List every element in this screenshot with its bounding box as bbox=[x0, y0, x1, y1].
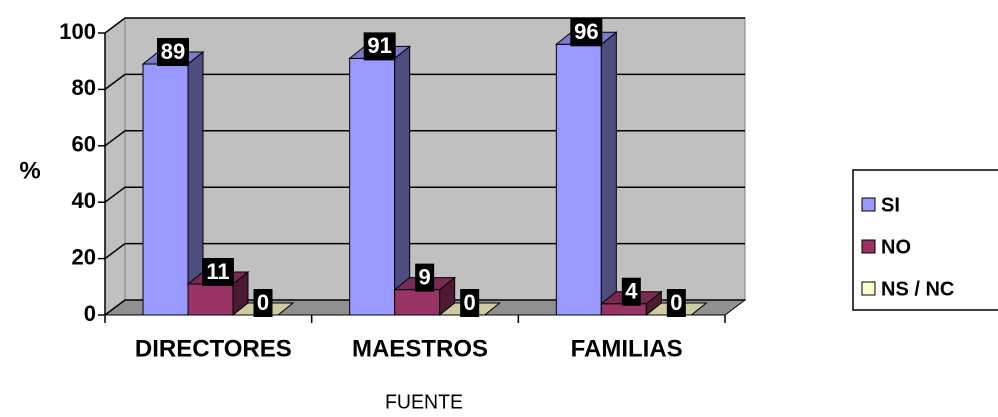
data-label-box bbox=[157, 38, 189, 67]
grid-line-side bbox=[104, 73, 126, 91]
bar-front bbox=[349, 57, 396, 316]
y-tick-label: 100 bbox=[59, 19, 96, 44]
x-tick-label: MAESTROS bbox=[352, 335, 488, 362]
grid-line-side bbox=[104, 186, 126, 203]
x-tick-label: FAMILIAS bbox=[571, 335, 683, 362]
bar-front bbox=[555, 43, 602, 316]
bar bbox=[554, 31, 618, 317]
grid-line-side bbox=[104, 243, 126, 260]
bar-front bbox=[142, 63, 189, 316]
grid-line-side bbox=[104, 299, 126, 316]
data-label: 0 bbox=[257, 290, 269, 315]
data-label-box bbox=[202, 257, 234, 286]
data-label: 4 bbox=[625, 279, 638, 304]
legend-label: NO bbox=[881, 236, 911, 258]
data-label: 9 bbox=[419, 264, 431, 289]
data-label-box bbox=[415, 263, 435, 292]
y-tick-label: 80 bbox=[72, 75, 96, 100]
legend-label: NS / NC bbox=[881, 278, 954, 300]
grid-line-side bbox=[104, 17, 126, 34]
bar-front bbox=[187, 283, 234, 316]
bar bbox=[141, 50, 205, 317]
legend-swatch bbox=[861, 239, 876, 254]
data-label-box bbox=[253, 289, 273, 317]
y-tick-label: 20 bbox=[72, 244, 96, 269]
data-label-box bbox=[363, 32, 396, 61]
data-label: 0 bbox=[670, 290, 682, 315]
bar-side bbox=[394, 45, 411, 317]
bar-front bbox=[394, 289, 441, 316]
y-tick-label: 60 bbox=[72, 132, 96, 157]
data-label: 96 bbox=[574, 19, 598, 44]
data-label-box bbox=[460, 289, 480, 317]
side-wall bbox=[104, 17, 126, 316]
x-tick-label: DIRECTORES bbox=[135, 335, 292, 362]
x-axis-label: FUENTE bbox=[385, 391, 463, 413]
legend-label: SI bbox=[881, 194, 900, 216]
y-tick-label: 0 bbox=[84, 301, 96, 326]
data-label: 89 bbox=[161, 39, 185, 64]
y-tick-label: 40 bbox=[72, 188, 96, 213]
data-label: 91 bbox=[367, 33, 391, 58]
y-axis-label: % bbox=[19, 157, 40, 184]
legend-swatch bbox=[861, 197, 876, 212]
data-label-box bbox=[621, 277, 641, 306]
bar bbox=[348, 45, 412, 317]
legend-swatch bbox=[861, 281, 876, 296]
grid-line-side bbox=[104, 130, 126, 147]
data-label: 0 bbox=[464, 290, 476, 315]
bar-side bbox=[600, 31, 617, 317]
data-label-box bbox=[570, 18, 603, 47]
data-label-box bbox=[666, 289, 686, 317]
legend-box bbox=[852, 169, 998, 311]
data-label: 11 bbox=[206, 259, 229, 284]
back-wall bbox=[124, 17, 746, 301]
